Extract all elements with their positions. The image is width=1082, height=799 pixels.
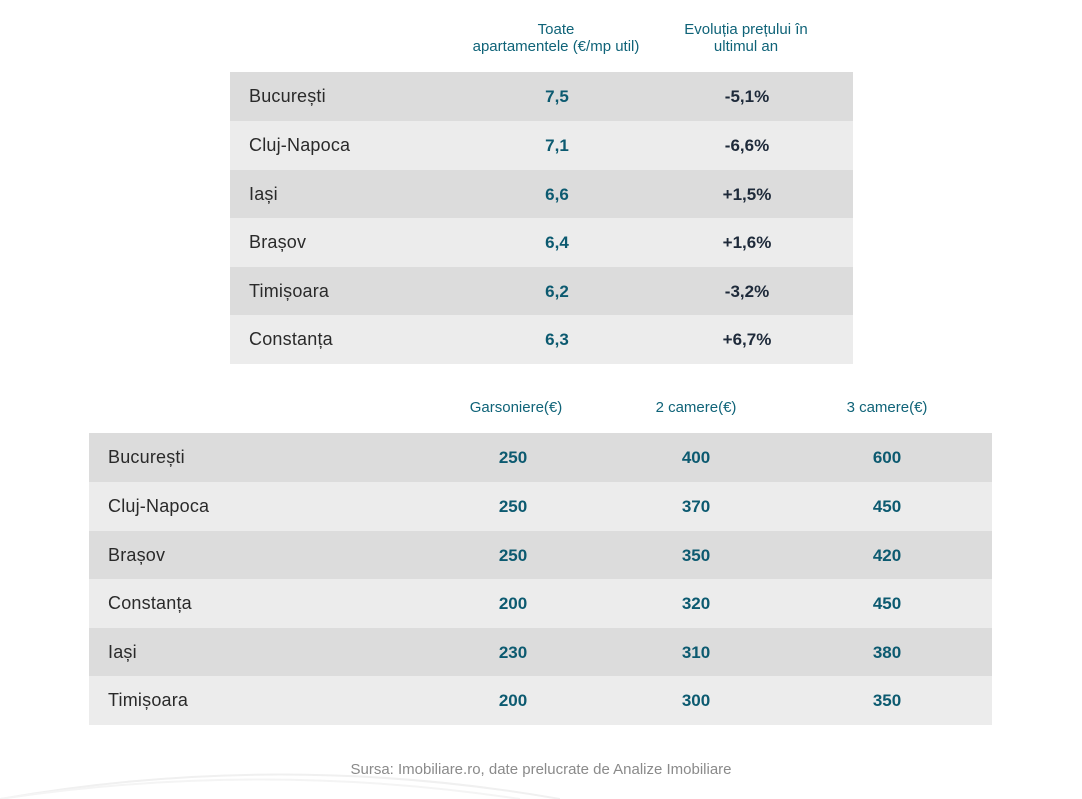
- table-row: Brașov 250 350 420: [89, 531, 992, 580]
- table1-header-price-line2: apartamentele (€/mp util): [472, 38, 640, 55]
- table-row: Brașov 6,4 +1,6%: [230, 218, 853, 267]
- price-value: 6,4: [545, 233, 569, 252]
- city-name: Iași: [108, 642, 137, 662]
- price-change: +6,7%: [722, 330, 772, 349]
- table-row: Constanța 200 320 450: [89, 579, 992, 628]
- three-room-rent: 600: [872, 448, 902, 467]
- two-room-rent: 350: [681, 546, 711, 565]
- studio-rent: 250: [498, 497, 528, 516]
- two-room-rent: 310: [681, 643, 711, 662]
- table2-header-two-rooms: 2 camere(€): [655, 399, 737, 416]
- three-room-rent: 380: [872, 643, 902, 662]
- studio-rent: 250: [498, 546, 528, 565]
- two-room-rent: 320: [681, 594, 711, 613]
- price-value: 6,2: [545, 282, 569, 301]
- two-room-rent: 300: [681, 691, 711, 710]
- city-name: Iași: [249, 184, 278, 204]
- city-name: Constanța: [249, 329, 333, 349]
- source-note: Sursa: Imobiliare.ro, date prelucrate de…: [350, 761, 732, 778]
- three-room-rent: 420: [872, 546, 902, 565]
- table1-header-evolution-line1: Evoluția prețului în: [684, 21, 808, 38]
- city-name: Timișoara: [108, 690, 189, 710]
- table-row: Cluj-Napoca 7,1 -6,6%: [230, 121, 853, 170]
- table2-header-studio: Garsoniere(€): [469, 399, 563, 416]
- price-value: 6,6: [545, 185, 569, 204]
- studio-rent: 230: [498, 643, 528, 662]
- price-value: 6,3: [545, 330, 569, 349]
- price-change: +1,6%: [722, 233, 772, 252]
- table1-header-price: Toate apartamentele (€/mp util): [456, 21, 656, 55]
- table-row: Timișoara 200 300 350: [89, 676, 992, 725]
- city-name: București: [108, 447, 185, 467]
- table1-header-evolution: Evoluția prețului în ultimul an: [660, 21, 832, 55]
- table1-header-price-line1: Toate: [537, 21, 575, 38]
- three-room-rent: 350: [872, 691, 902, 710]
- two-room-rent: 370: [681, 497, 711, 516]
- price-value: 7,1: [545, 136, 569, 155]
- table-row: Cluj-Napoca 250 370 450: [89, 482, 992, 531]
- table2-header-three-rooms: 3 camere(€): [846, 399, 928, 416]
- table1-header-evolution-line2: ultimul an: [713, 38, 779, 55]
- price-change: -3,2%: [724, 282, 770, 301]
- city-name: Constanța: [108, 593, 192, 613]
- price-change: -5,1%: [724, 87, 770, 106]
- studio-rent: 200: [498, 594, 528, 613]
- studio-rent: 200: [498, 691, 528, 710]
- table-row: Iași 6,6 +1,5%: [230, 170, 853, 219]
- rent-table: București 250 400 600 Cluj-Napoca 250 37…: [89, 433, 992, 725]
- three-room-rent: 450: [872, 497, 902, 516]
- city-name: Brașov: [108, 545, 166, 565]
- price-change: +1,5%: [722, 185, 772, 204]
- city-name: Brașov: [249, 232, 307, 252]
- table-row: Timișoara 6,2 -3,2%: [230, 267, 853, 316]
- table-row: București 7,5 -5,1%: [230, 72, 853, 121]
- three-room-rent: 450: [872, 594, 902, 613]
- studio-rent: 250: [498, 448, 528, 467]
- city-name: Cluj-Napoca: [108, 496, 210, 516]
- city-name: Timișoara: [249, 281, 330, 301]
- table-row: Constanța 6,3 +6,7%: [230, 315, 853, 364]
- table-row: Iași 230 310 380: [89, 628, 992, 677]
- city-name: Cluj-Napoca: [249, 135, 351, 155]
- price-per-sqm-table: București 7,5 -5,1% Cluj-Napoca 7,1 -6,6…: [230, 72, 853, 364]
- price-change: -6,6%: [724, 136, 770, 155]
- city-name: București: [249, 86, 326, 106]
- table-row: București 250 400 600: [89, 433, 992, 482]
- two-room-rent: 400: [681, 448, 711, 467]
- price-value: 7,5: [545, 87, 569, 106]
